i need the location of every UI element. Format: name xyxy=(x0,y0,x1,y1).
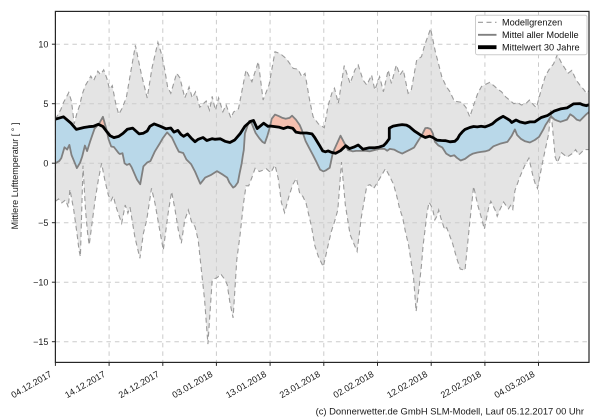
svg-text:0: 0 xyxy=(43,158,48,168)
svg-text:Modellgrenzen: Modellgrenzen xyxy=(502,17,562,27)
svg-text:Mittel aller Modelle: Mittel aller Modelle xyxy=(502,30,579,40)
svg-text:−10: −10 xyxy=(33,277,48,287)
svg-text:5: 5 xyxy=(43,99,48,109)
svg-text:Mittelwert 30 Jahre: Mittelwert 30 Jahre xyxy=(502,42,580,52)
svg-text:−15: −15 xyxy=(33,337,48,347)
svg-text:Mittlere Lufttemperatur [ ° ]: Mittlere Lufttemperatur [ ° ] xyxy=(10,123,20,230)
svg-text:(c) Donnerwetter.de GmbH SLM-M: (c) Donnerwetter.de GmbH SLM-Modell, Lau… xyxy=(316,406,584,417)
svg-text:−5: −5 xyxy=(38,218,48,228)
svg-text:10: 10 xyxy=(38,39,48,49)
